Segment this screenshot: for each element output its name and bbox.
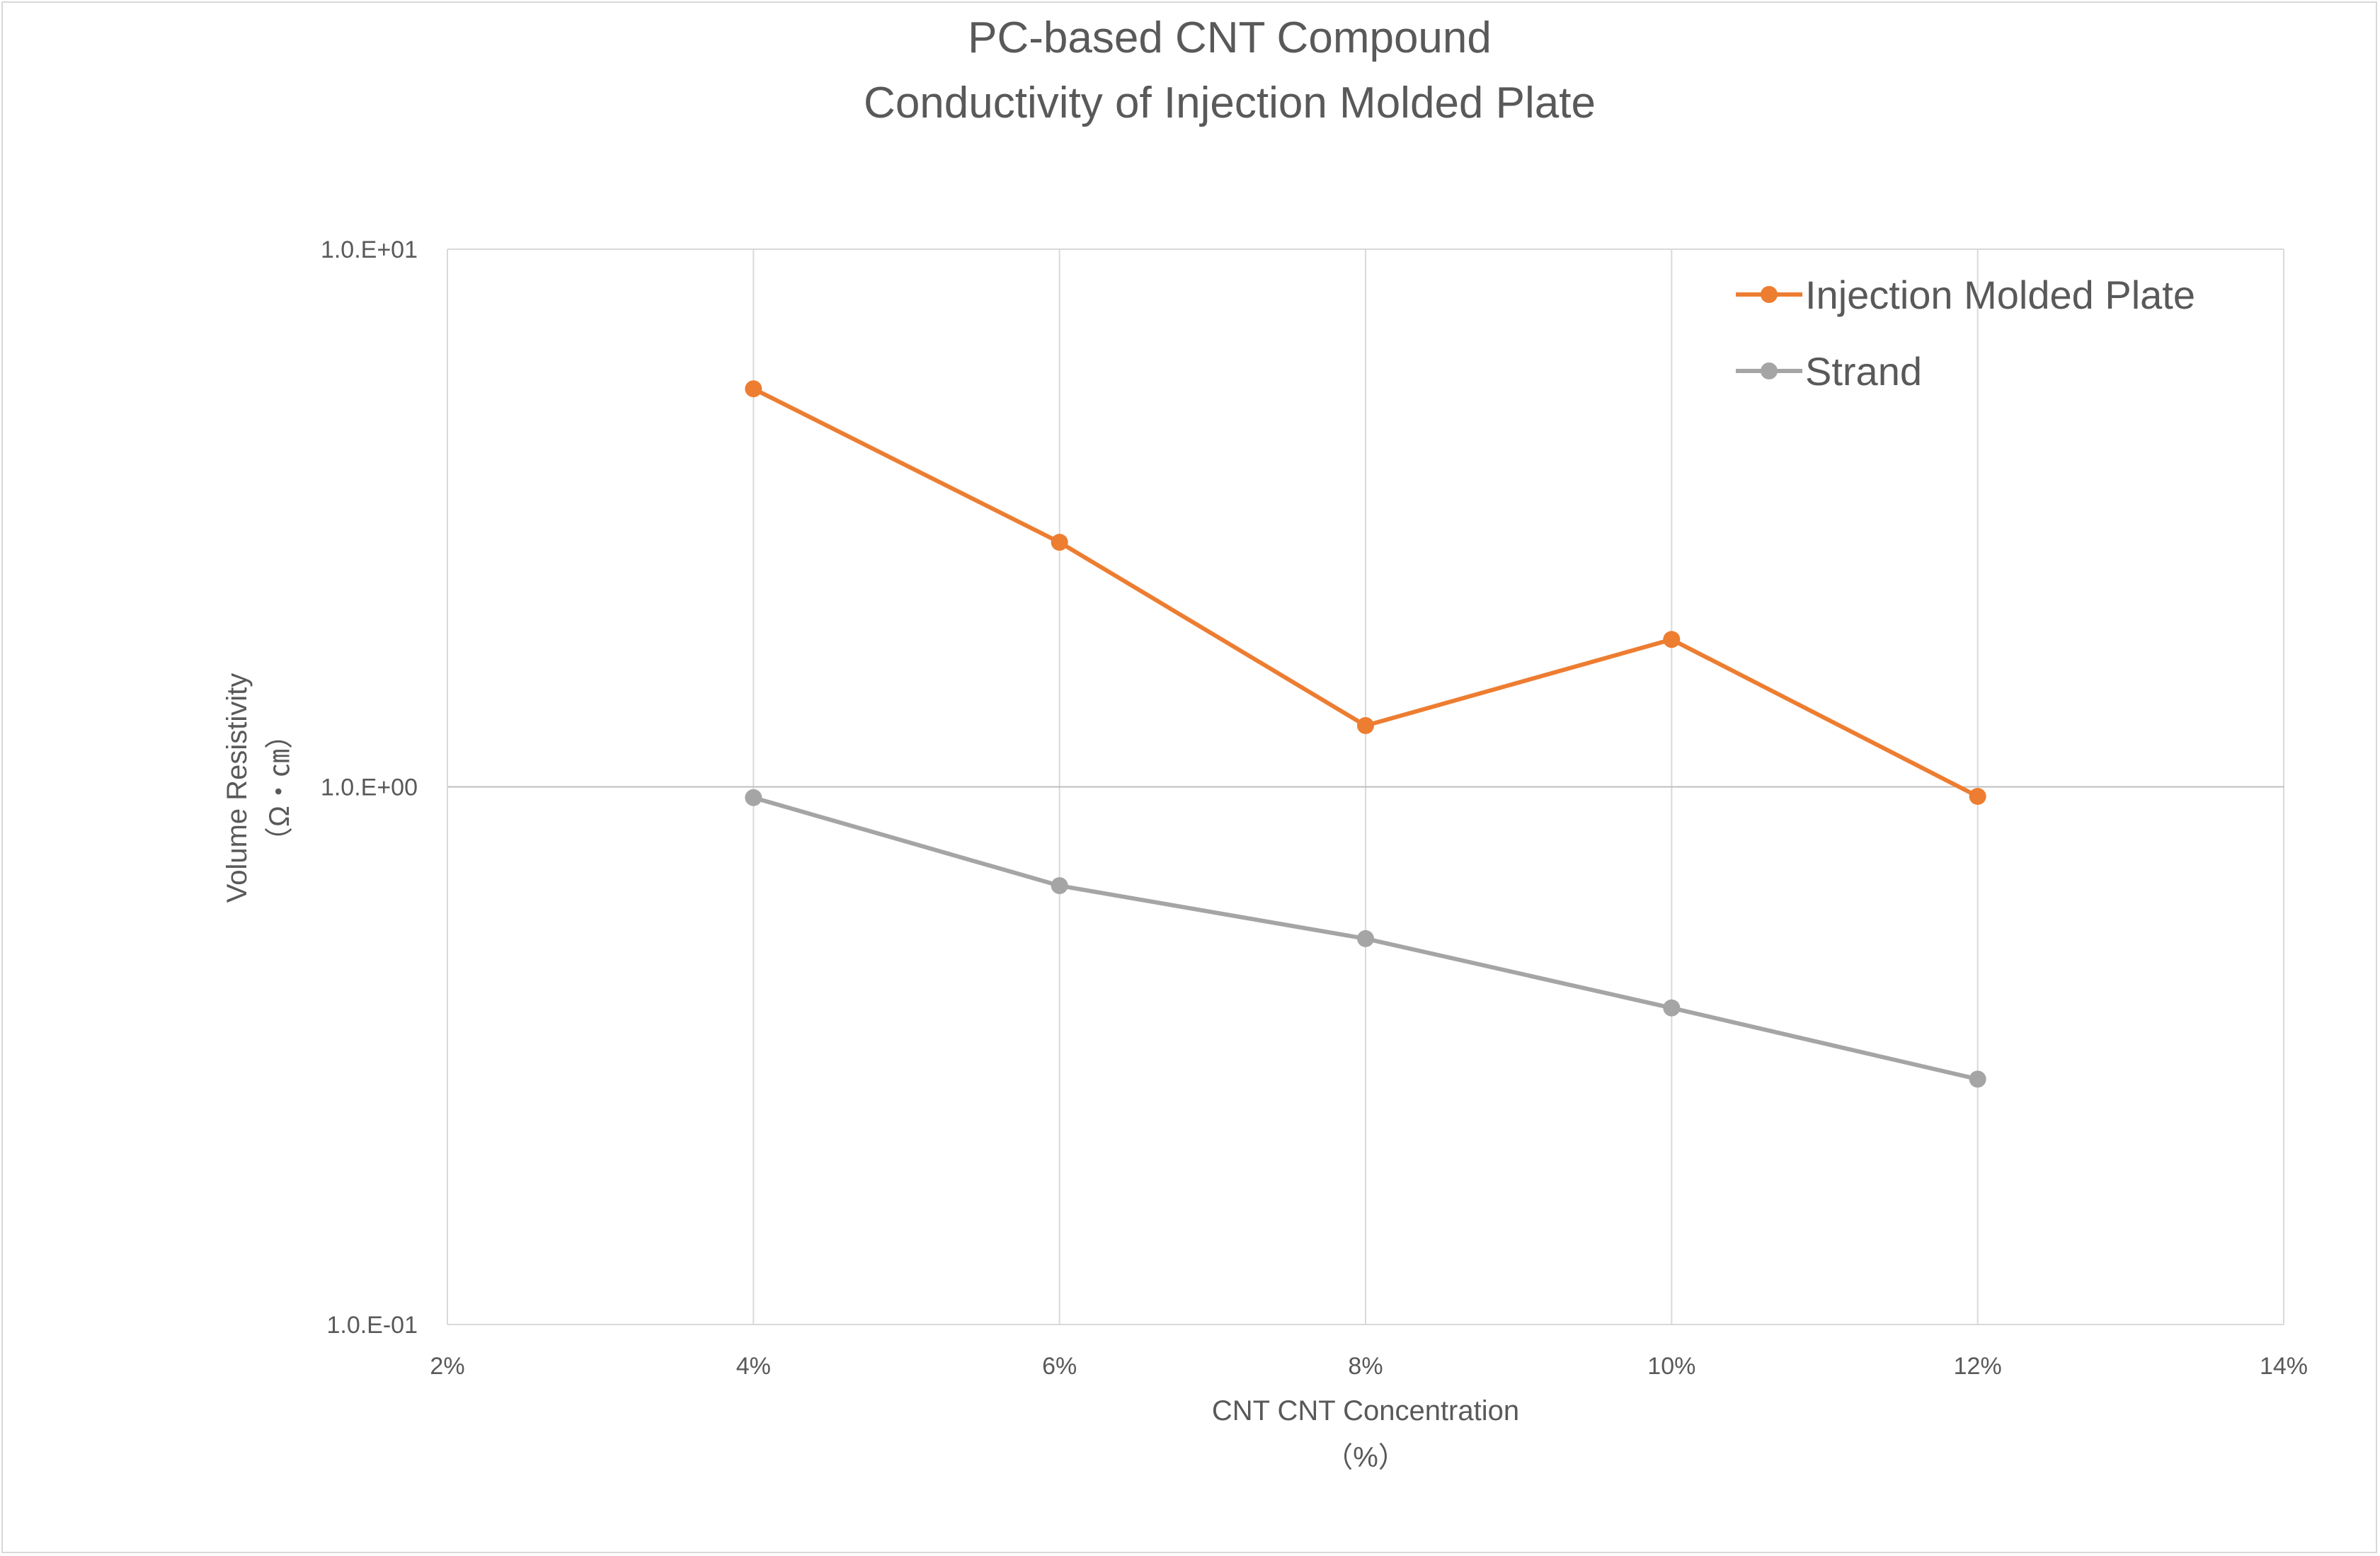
y-tick-label: 1.0.E+00 [321,774,418,801]
y-tick-label: 1.0.E-01 [326,1312,418,1339]
legend: Injection Molded Plate Strand [1736,273,2195,394]
x-tick-label: 2% [430,1353,464,1380]
x-tick-label: 4% [736,1353,771,1380]
x-tick-label: 14% [2260,1353,2308,1380]
chart-title-line-1: PC-based CNT Compound [968,13,1492,62]
data-point [745,789,762,806]
data-point [1051,877,1068,895]
data-point [1357,929,1374,947]
y-tick-labels: 1.0.E-01 1.0.E+00 1.0.E+01 [321,236,418,1339]
legend-item: Injection Molded Plate [1736,273,2195,317]
series-1 [745,380,1986,805]
y-axis-label: Volume Resistivity [222,673,253,903]
y-axis-unit: （Ω・㎝） [264,721,295,855]
legend-marker [1761,286,1778,303]
x-axis-unit: （%） [1325,1442,1407,1473]
x-tick-label: 12% [1954,1353,2002,1380]
legend-marker [1761,362,1778,379]
data-point [1969,1070,1986,1088]
data-point [1663,999,1681,1017]
data-point [1051,534,1068,551]
data-point [1969,787,1986,805]
data-point [745,380,762,398]
data-point [1357,716,1374,734]
y-tick-label: 1.0.E+01 [321,236,418,263]
legend-label: Injection Molded Plate [1805,273,2195,317]
grid-lines [447,248,2284,1325]
x-tick-label: 10% [1647,1353,1695,1380]
legend-item: Strand [1736,349,1922,394]
x-tick-label: 8% [1348,1353,1383,1380]
x-axis-label: CNT CNT Concentration [1212,1395,1519,1426]
legend-label: Strand [1805,349,1922,394]
chart-title-line-2: Conductivity of Injection Molded Plate [864,79,1596,127]
series-2 [745,789,1986,1088]
x-tick-labels: 2% 4% 6% 8% 10% 12% 14% [430,1353,2308,1380]
axes [447,249,2284,1325]
series-layer [745,380,1986,1088]
data-point [1663,631,1681,648]
x-tick-label: 6% [1042,1353,1077,1380]
